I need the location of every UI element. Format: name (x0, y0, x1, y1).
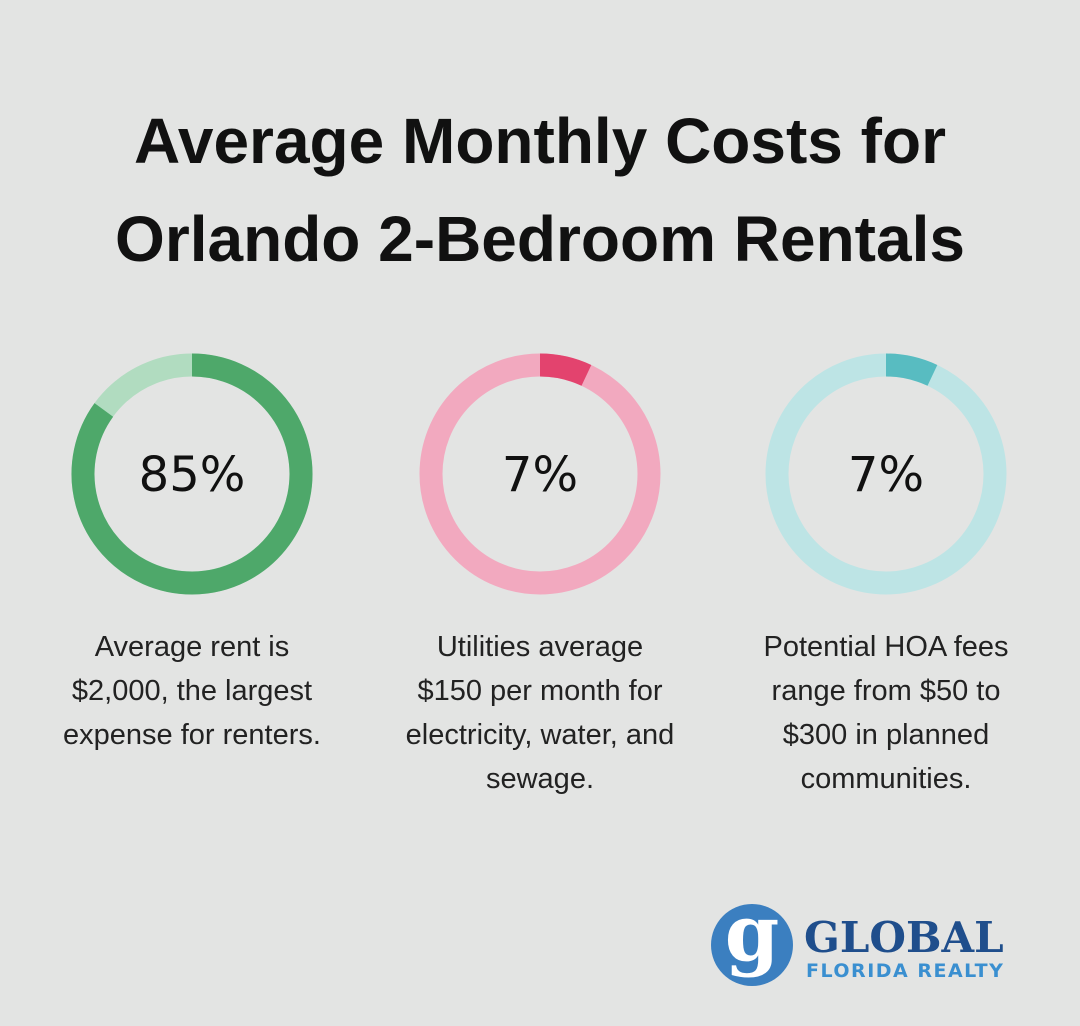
caption-line: $150 per month for (417, 675, 663, 707)
caption-line: $300 in planned (782, 719, 990, 751)
logo-mark: g (725, 888, 780, 979)
caption-line: expense for renters. (63, 719, 321, 751)
donut-arc (539, 353, 592, 386)
donut-arc (71, 353, 313, 595)
caption-line: Utilities average (436, 631, 644, 663)
caption: Potential HOA fees range from $50 to $300 … (716, 625, 1056, 801)
caption: Utilities average $150 per month for elect… (370, 625, 710, 801)
logo-name: GLOBAL (804, 913, 1004, 962)
caption-line: sewage. (485, 763, 594, 795)
value-label: 7% (502, 447, 578, 503)
caption-line: electricity, water, and (405, 719, 675, 751)
title: Average Monthly Costs for Orlando 2-Bedr… (115, 105, 965, 275)
caption-line: Potential HOA fees (763, 631, 1009, 663)
caption: Average rent is $2,000, the largest expens… (22, 625, 362, 757)
caption-line: Average rent is (94, 631, 290, 663)
logo-circle (711, 904, 793, 986)
value-label: 85% (139, 447, 246, 503)
caption-line: $2,000, the largest (71, 675, 313, 707)
value-label: 7% (848, 447, 924, 503)
caption-line: communities. (800, 763, 972, 795)
donut-arc (885, 353, 938, 386)
caption-line: range from $50 to (771, 675, 1001, 707)
logo-tagline: FLORIDA REALTY (806, 960, 1004, 982)
